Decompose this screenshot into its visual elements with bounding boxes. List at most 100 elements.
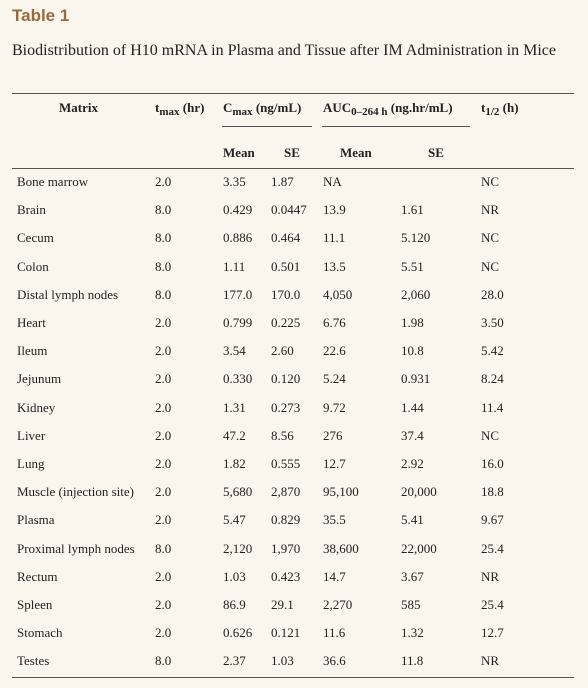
- column-header: t1/2 (h): [481, 100, 519, 118]
- table-cell: 10.8: [401, 343, 424, 359]
- header-part: max: [159, 106, 180, 118]
- table-cell: 22.6: [323, 343, 346, 359]
- auc-rule: [322, 126, 470, 127]
- table-cell: 3.54: [223, 343, 246, 359]
- table-cell: 6.76: [323, 315, 346, 330]
- table-cell: 11.4: [481, 399, 504, 415]
- table-cell: NC: [481, 258, 500, 274]
- table-cell: 16.0: [481, 456, 504, 471]
- table-cell: 14.7: [323, 568, 346, 584]
- table-cell: 25.4: [481, 597, 504, 612]
- header-rule: [12, 168, 574, 169]
- table-cell: 0.799: [223, 315, 253, 330]
- table-cell: 2.0: [155, 597, 172, 612]
- table-cell: 170.0: [271, 286, 301, 302]
- table-cell: 1.98: [401, 315, 424, 330]
- table-cell: 8.0: [155, 230, 172, 246]
- cmax-rule: [222, 126, 312, 127]
- row-label: Testes: [17, 653, 50, 669]
- column-header: AUC0–264 h (ng.hr/mL): [323, 100, 453, 118]
- row-label: Brain: [17, 202, 46, 218]
- table-caption: Biodistribution of H10 mRNA in Plasma an…: [12, 42, 556, 59]
- header-part: (ng/mL): [252, 100, 302, 115]
- table-cell: 5.120: [401, 230, 431, 246]
- table-cell: 25.4: [481, 540, 504, 556]
- table-cell: 1.61: [401, 202, 424, 218]
- row-label: Proximal lymph nodes: [17, 540, 135, 556]
- table-cell: 2.37: [223, 653, 246, 669]
- table-cell: 2.0: [155, 427, 172, 443]
- table-cell: 2,270: [323, 597, 353, 612]
- table-cell: 3.35: [223, 174, 246, 189]
- table-cell: 0.464: [271, 230, 301, 246]
- header-part: C: [223, 100, 233, 115]
- table-cell: 0.0447: [271, 202, 307, 218]
- table-cell: 8.0: [155, 258, 172, 274]
- table-cell: 0.225: [271, 315, 301, 330]
- table-cell: 0.886: [223, 230, 253, 246]
- table-cell: 0.429: [223, 202, 253, 218]
- table-cell: 5.24: [323, 371, 346, 387]
- table-cell: 9.72: [323, 399, 346, 415]
- row-label: Stomach: [17, 625, 63, 641]
- table-cell: 8.56: [271, 427, 294, 443]
- header-part: (hr): [179, 100, 205, 115]
- table-cell: 13.5: [323, 258, 346, 274]
- table-cell: 86.9: [223, 597, 246, 612]
- header-part: (h): [499, 100, 519, 115]
- table-cell: 1.32: [401, 625, 424, 641]
- header-part: (ng.hr/mL): [387, 100, 453, 115]
- table-cell: 1.03: [223, 568, 246, 584]
- table-cell: 5.47: [223, 512, 246, 528]
- table-cell: 0.931: [401, 371, 431, 387]
- column-header: Cmax (ng/mL): [223, 100, 301, 118]
- row-label: Liver: [17, 427, 46, 443]
- table-cell: NC: [481, 427, 500, 443]
- row-label: Heart: [17, 315, 46, 330]
- table-cell: 37.4: [401, 427, 424, 443]
- table-cell: NR: [481, 202, 500, 218]
- table-cell: 9.67: [481, 512, 504, 528]
- row-label: Kidney: [17, 399, 56, 415]
- table-cell: 2.0: [155, 568, 172, 584]
- table-cell: 35.5: [323, 512, 346, 528]
- header-part: 1/2: [485, 106, 500, 118]
- subcolumn-header: Mean: [340, 145, 372, 160]
- row-label: Rectum: [17, 568, 58, 584]
- table-title: Table 1: [12, 6, 70, 25]
- table-cell: 8.0: [155, 202, 172, 218]
- table-cell: 0.555: [271, 456, 301, 471]
- row-label: Spleen: [17, 597, 53, 612]
- row-label: Jejunum: [17, 371, 62, 387]
- table-cell: 2.0: [155, 343, 172, 359]
- top-rule: [12, 93, 574, 94]
- row-label: Bone marrow: [17, 174, 89, 189]
- table-cell: 3.67: [401, 568, 424, 584]
- table-cell: NR: [481, 568, 500, 584]
- table-cell: 2.0: [155, 625, 172, 641]
- table-cell: 8.24: [481, 371, 504, 387]
- bottom-rule: [12, 677, 574, 678]
- table-cell: 1.87: [271, 174, 294, 189]
- table-cell: 2.0: [155, 174, 172, 189]
- table-cell: 18.8: [481, 484, 504, 500]
- row-label: Colon: [17, 258, 49, 274]
- table-cell: 4,050: [323, 286, 353, 302]
- table-cell: 28.0: [481, 286, 504, 302]
- table-cell: 8.0: [155, 653, 172, 669]
- table-cell: 2.0: [155, 399, 172, 415]
- table-cell: NC: [481, 174, 500, 189]
- header-part: max: [232, 106, 253, 118]
- table-cell: 95,100: [323, 484, 359, 500]
- table-cell: 2.0: [155, 456, 172, 471]
- subcolumn-header: Mean: [223, 145, 255, 160]
- column-header: Matrix: [59, 100, 98, 116]
- table-cell: 11.6: [323, 625, 346, 641]
- table-cell: 12.7: [323, 456, 346, 471]
- table-cell: 0.829: [271, 512, 301, 528]
- table-cell: 2.0: [155, 512, 172, 528]
- table-cell: 1.31: [223, 399, 246, 415]
- table-cell: 5.41: [401, 512, 424, 528]
- table-cell: 0.626: [223, 625, 253, 641]
